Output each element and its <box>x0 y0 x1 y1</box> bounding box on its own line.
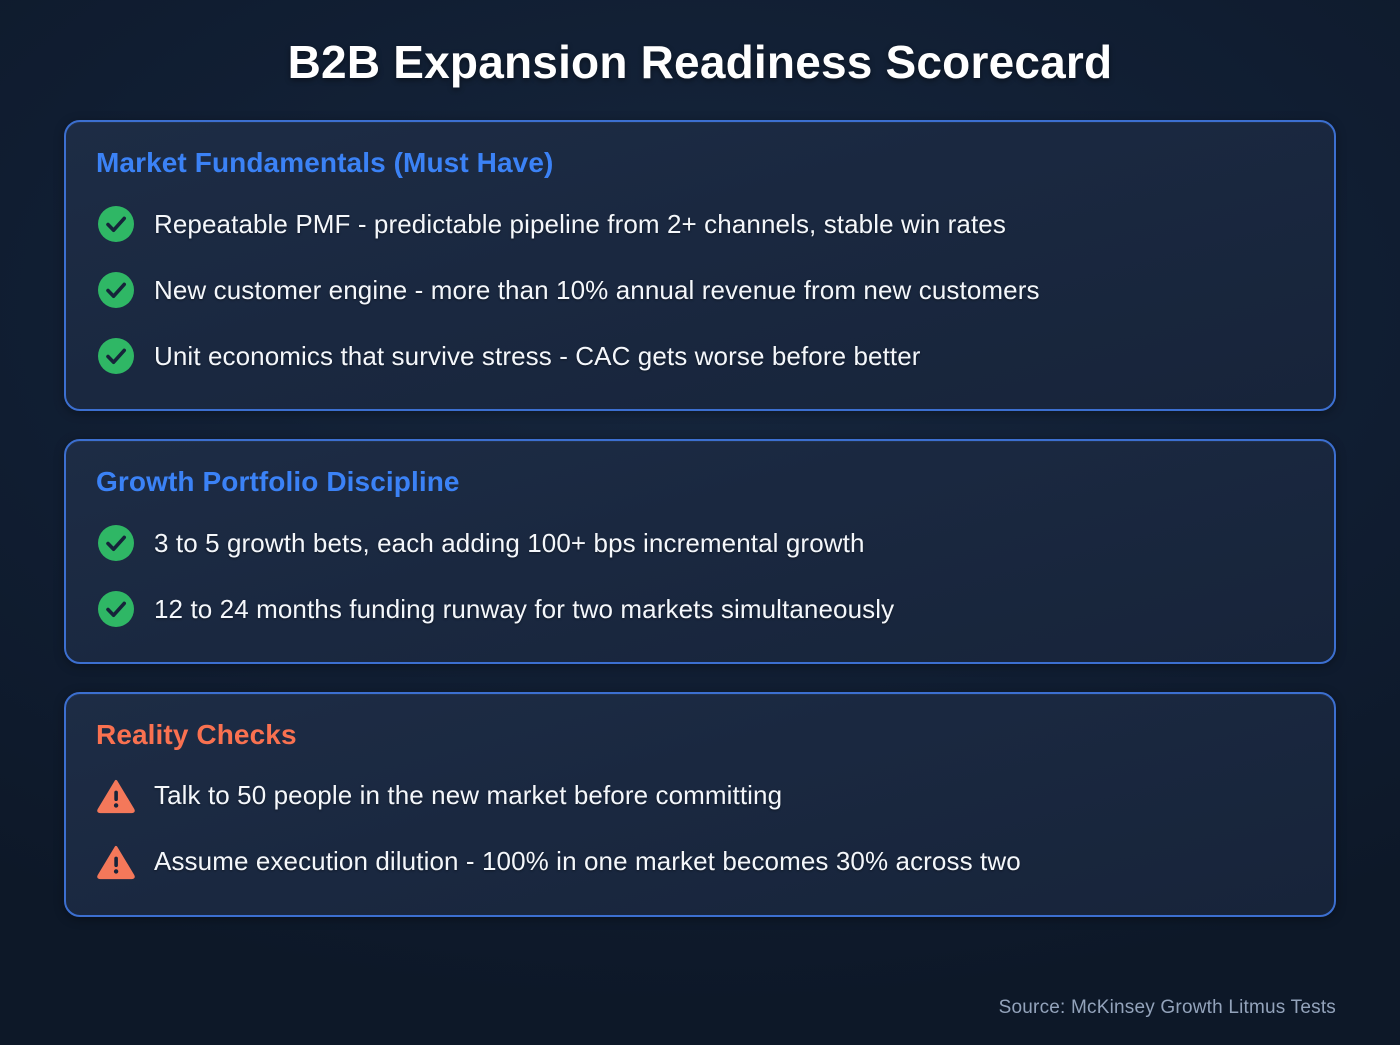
page-title: B2B Expansion Readiness Scorecard <box>287 36 1113 88</box>
list-item-text: New customer engine - more than 10% annu… <box>154 274 1040 305</box>
check-circle-icon <box>96 336 136 376</box>
card-reality-checks: Reality Checks Talk to 50 people in the … <box>64 691 1336 917</box>
card-heading: Market Fundamentals (Must Have) <box>96 147 554 179</box>
source-footer: Source: McKinsey Growth Litmus Tests <box>998 997 1336 1018</box>
warning-triangle-icon <box>96 842 136 882</box>
check-circle-icon <box>96 270 136 310</box>
card-list: Market Fundamentals (Must Have) Repeatab… <box>64 120 1336 917</box>
card-growth-portfolio-discipline: Growth Portfolio Discipline 3 to 5 growt… <box>64 439 1336 664</box>
card-market-fundamentals: Market Fundamentals (Must Have) Repeatab… <box>64 120 1336 412</box>
list-item-text: Unit economics that survive stress - CAC… <box>154 340 921 371</box>
list-item: Unit economics that survive stress - CAC… <box>96 329 1304 383</box>
list-item: Repeatable PMF - predictable pipeline fr… <box>96 197 1304 251</box>
list-item-text: Talk to 50 people in the new market befo… <box>154 780 783 811</box>
list-item-text: 3 to 5 growth bets, each adding 100+ bps… <box>154 527 865 558</box>
list-item: 3 to 5 growth bets, each adding 100+ bps… <box>96 516 1304 570</box>
check-circle-icon <box>96 589 136 629</box>
card-heading: Reality Checks <box>96 718 297 750</box>
item-list: 3 to 5 growth bets, each adding 100+ bps… <box>96 516 1304 636</box>
list-item: 12 to 24 months funding runway for two m… <box>96 582 1304 636</box>
warning-triangle-icon <box>96 776 136 816</box>
list-item-text: Repeatable PMF - predictable pipeline fr… <box>154 208 1006 239</box>
list-item: New customer engine - more than 10% annu… <box>96 263 1304 317</box>
card-heading: Growth Portfolio Discipline <box>96 466 460 498</box>
list-item-text: Assume execution dilution - 100% in one … <box>154 846 1021 877</box>
list-item-text: 12 to 24 months funding runway for two m… <box>154 593 895 624</box>
check-circle-icon <box>96 523 136 563</box>
item-list: Talk to 50 people in the new market befo… <box>96 769 1304 889</box>
item-list: Repeatable PMF - predictable pipeline fr… <box>96 197 1304 383</box>
check-circle-icon <box>96 204 136 244</box>
list-item: Talk to 50 people in the new market befo… <box>96 769 1304 823</box>
list-item: Assume execution dilution - 100% in one … <box>96 835 1304 889</box>
